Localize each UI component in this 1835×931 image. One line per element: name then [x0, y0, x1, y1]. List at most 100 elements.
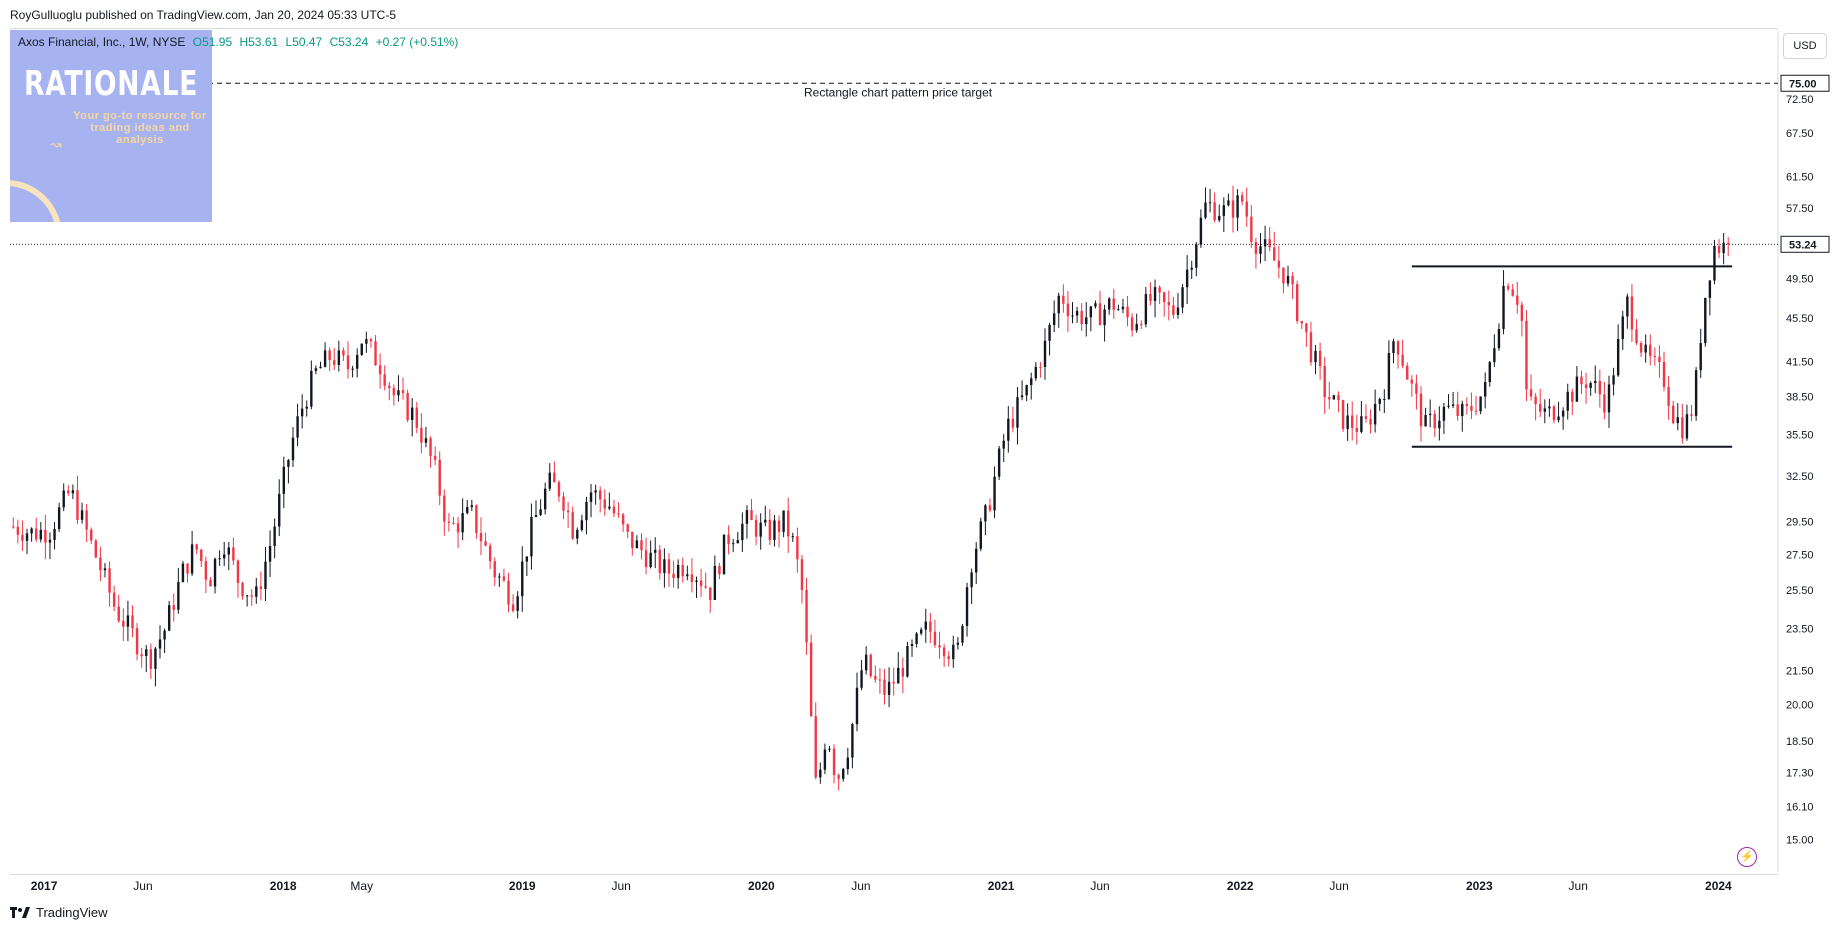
candle-body-174	[809, 642, 813, 717]
candle-body-179	[832, 748, 836, 776]
candle-body-364	[1681, 417, 1684, 439]
candle-body-226	[1048, 324, 1051, 341]
candle-body-302	[1396, 341, 1400, 355]
candle-body-18	[94, 540, 98, 558]
candle-body-308	[1424, 415, 1427, 427]
candle-body-206	[956, 642, 960, 645]
candle-body-352	[1626, 296, 1629, 317]
candle-body-51	[245, 595, 249, 597]
candle-body-227	[1052, 313, 1056, 325]
footer-brand: TradingView	[36, 905, 108, 920]
candle-body-164	[764, 519, 767, 523]
price-target-tag-label: 75.00	[1789, 78, 1817, 90]
candle-body-283	[1309, 332, 1313, 363]
candle-body-75	[355, 354, 359, 369]
candle-body-40	[195, 544, 198, 550]
candle-body-230	[1066, 303, 1070, 317]
candle-body-97	[456, 523, 460, 533]
x-tick-label-6: 2020	[748, 879, 775, 893]
candle-body-159	[741, 523, 744, 541]
tradingview-footer[interactable]: TradingView	[10, 905, 108, 920]
candle-body-236	[1094, 303, 1097, 307]
candle-body-319	[1474, 410, 1478, 412]
candle-body-363	[1676, 417, 1679, 424]
candle-body-213	[988, 505, 992, 511]
candle-body-103	[484, 541, 487, 546]
x-tick-label-5: Jun	[611, 879, 630, 893]
candle-body-117	[548, 472, 551, 489]
candle-body-21	[108, 568, 111, 593]
candle-body-129	[603, 499, 606, 509]
candle-body-54	[259, 586, 263, 590]
candle-body-65	[310, 370, 313, 407]
candle-body-346	[1598, 380, 1602, 395]
y-tick-label-21: 16.10	[1786, 801, 1814, 813]
candle-body-266	[1231, 200, 1235, 218]
candle-body-47	[227, 547, 230, 555]
candle-body-299	[1383, 398, 1386, 400]
candle-body-372	[1717, 245, 1721, 254]
candle-body-38	[186, 563, 189, 574]
candle-body-162	[754, 519, 758, 537]
candle-body-76	[360, 343, 363, 355]
candle-body-312	[1442, 406, 1446, 421]
candle-body-265	[1227, 200, 1230, 206]
candle-body-228	[1057, 295, 1060, 314]
candle-body-215	[997, 448, 1001, 477]
candle-body-48	[232, 547, 235, 561]
candle-body-142	[663, 559, 666, 574]
candle-body-166	[773, 520, 776, 540]
x-tick-label-8: 2021	[988, 879, 1015, 893]
candle-body-201	[933, 631, 937, 646]
candle-body-233	[1080, 310, 1083, 325]
watermark-title: RATIONALE	[24, 64, 199, 104]
candle-body-237	[1098, 303, 1102, 326]
candle-body-56	[268, 546, 272, 562]
current-price-tag-label: 53.24	[1789, 239, 1817, 251]
candle-body-108	[507, 580, 510, 605]
candle-body-82	[388, 385, 391, 389]
candle-body-277	[1282, 267, 1285, 284]
candle-body-279	[1291, 275, 1294, 285]
candle-body-57	[273, 526, 276, 547]
candle-body-70	[333, 360, 336, 365]
candle-body-183	[851, 724, 854, 758]
candle-body-107	[502, 576, 506, 581]
candle-body-318	[1470, 405, 1473, 411]
candle-body-242	[1121, 306, 1125, 310]
candle-body-268	[1240, 195, 1244, 202]
candle-body-254	[1176, 307, 1180, 315]
watermark-arc-shape	[10, 180, 62, 222]
candle-body-32	[158, 639, 162, 649]
candle-body-253	[1172, 305, 1175, 315]
candle-body-271	[1254, 242, 1258, 254]
y-tick-label-11: 35.50	[1786, 430, 1814, 442]
currency-button[interactable]: USD	[1783, 33, 1827, 59]
candle-body-68	[323, 350, 327, 367]
candle-body-165	[768, 519, 772, 540]
candle-body-28	[140, 654, 143, 657]
candle-body-315	[1456, 404, 1459, 417]
candle-body-171	[796, 536, 799, 560]
candle-body-275	[1273, 247, 1276, 261]
ohlc-low: L50.47	[285, 35, 323, 49]
symbol-legend[interactable]: Axos Financial, Inc., 1W, NYSE O51.95 H5…	[18, 35, 462, 49]
candle-body-181	[842, 769, 845, 779]
tradingview-logo-icon	[10, 906, 30, 918]
candle-body-133	[621, 514, 625, 525]
candle-body-96	[452, 522, 455, 524]
candle-body-106	[498, 576, 501, 578]
candle-body-212	[984, 505, 987, 522]
candle-body-152	[709, 587, 712, 600]
candle-body-216	[1002, 440, 1005, 449]
candle-body-2	[21, 534, 24, 541]
lightning-icon[interactable]: ⚡	[1737, 847, 1757, 867]
ohlc-open: O51.95	[192, 35, 233, 49]
candle-body-313	[1447, 405, 1450, 407]
candle-body-345	[1594, 380, 1597, 384]
candle-body-278	[1286, 275, 1290, 284]
candle-body-188	[874, 675, 877, 680]
candle-body-121	[566, 510, 570, 513]
candle-body-210	[975, 548, 978, 573]
